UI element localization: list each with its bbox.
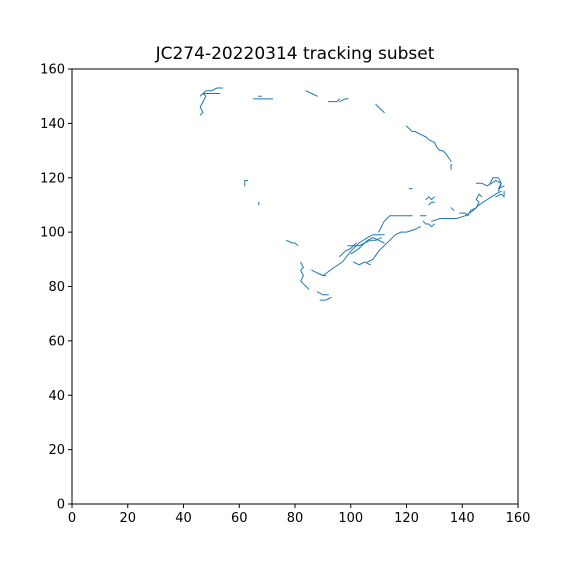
track-series-line bbox=[406, 125, 452, 162]
track-series-line bbox=[428, 201, 435, 206]
track-series-line bbox=[286, 239, 299, 247]
axes: 0 20 40 60 80 100 120 140 160 0 20 40 60 80 100 120 140 1… bbox=[40, 63, 530, 527]
plot-frame bbox=[71, 68, 519, 505]
x-tick-label: 100 bbox=[338, 511, 363, 526]
track-series-line bbox=[327, 98, 341, 103]
y-tick-label: 100 bbox=[40, 226, 65, 241]
track-series-line bbox=[375, 103, 385, 113]
y-tick-label: 0 bbox=[57, 498, 65, 513]
track-series-line bbox=[459, 193, 483, 217]
x-tick-label: 40 bbox=[175, 511, 192, 526]
track-series-line bbox=[422, 220, 435, 228]
track-series-line bbox=[367, 226, 421, 263]
track-series-line bbox=[316, 291, 329, 296]
track-series-line bbox=[300, 261, 310, 290]
x-tick-label: 120 bbox=[394, 511, 419, 526]
x-tick-label: 140 bbox=[450, 511, 475, 526]
track-series-line bbox=[431, 190, 502, 222]
track-series-line bbox=[319, 296, 332, 301]
track-series-line bbox=[378, 215, 391, 233]
y-tick-label: 120 bbox=[40, 171, 65, 186]
plot-area bbox=[199, 87, 505, 301]
track-series-line bbox=[353, 261, 371, 266]
x-tick-label: 20 bbox=[119, 511, 136, 526]
chart-title: JC274-20220314 tracking subset bbox=[155, 44, 435, 64]
track-series-line bbox=[475, 180, 505, 190]
track-series-line bbox=[339, 98, 349, 103]
x-tick-label: 0 bbox=[68, 511, 76, 526]
track-series-line bbox=[199, 87, 223, 116]
track-series-line bbox=[311, 234, 385, 277]
track-series-line bbox=[495, 190, 505, 198]
x-tick-label: 80 bbox=[287, 511, 304, 526]
y-tick-label: 20 bbox=[48, 443, 65, 458]
track-series-line bbox=[305, 90, 318, 97]
track-series-line bbox=[199, 93, 221, 97]
y-tick-label: 80 bbox=[48, 280, 65, 295]
track-series-line bbox=[489, 177, 502, 192]
y-tick-label: 140 bbox=[40, 117, 65, 132]
y-tick-label: 160 bbox=[40, 63, 65, 78]
y-tick-label: 60 bbox=[48, 334, 65, 349]
track-series-line bbox=[350, 237, 385, 255]
x-tick-label: 160 bbox=[506, 511, 531, 526]
x-tick-label: 60 bbox=[231, 511, 248, 526]
track-series-line bbox=[244, 180, 249, 187]
track-series-line bbox=[450, 207, 455, 211]
y-tick-label: 40 bbox=[48, 389, 65, 404]
track-series-line bbox=[425, 196, 435, 200]
track-series-line bbox=[347, 237, 382, 247]
